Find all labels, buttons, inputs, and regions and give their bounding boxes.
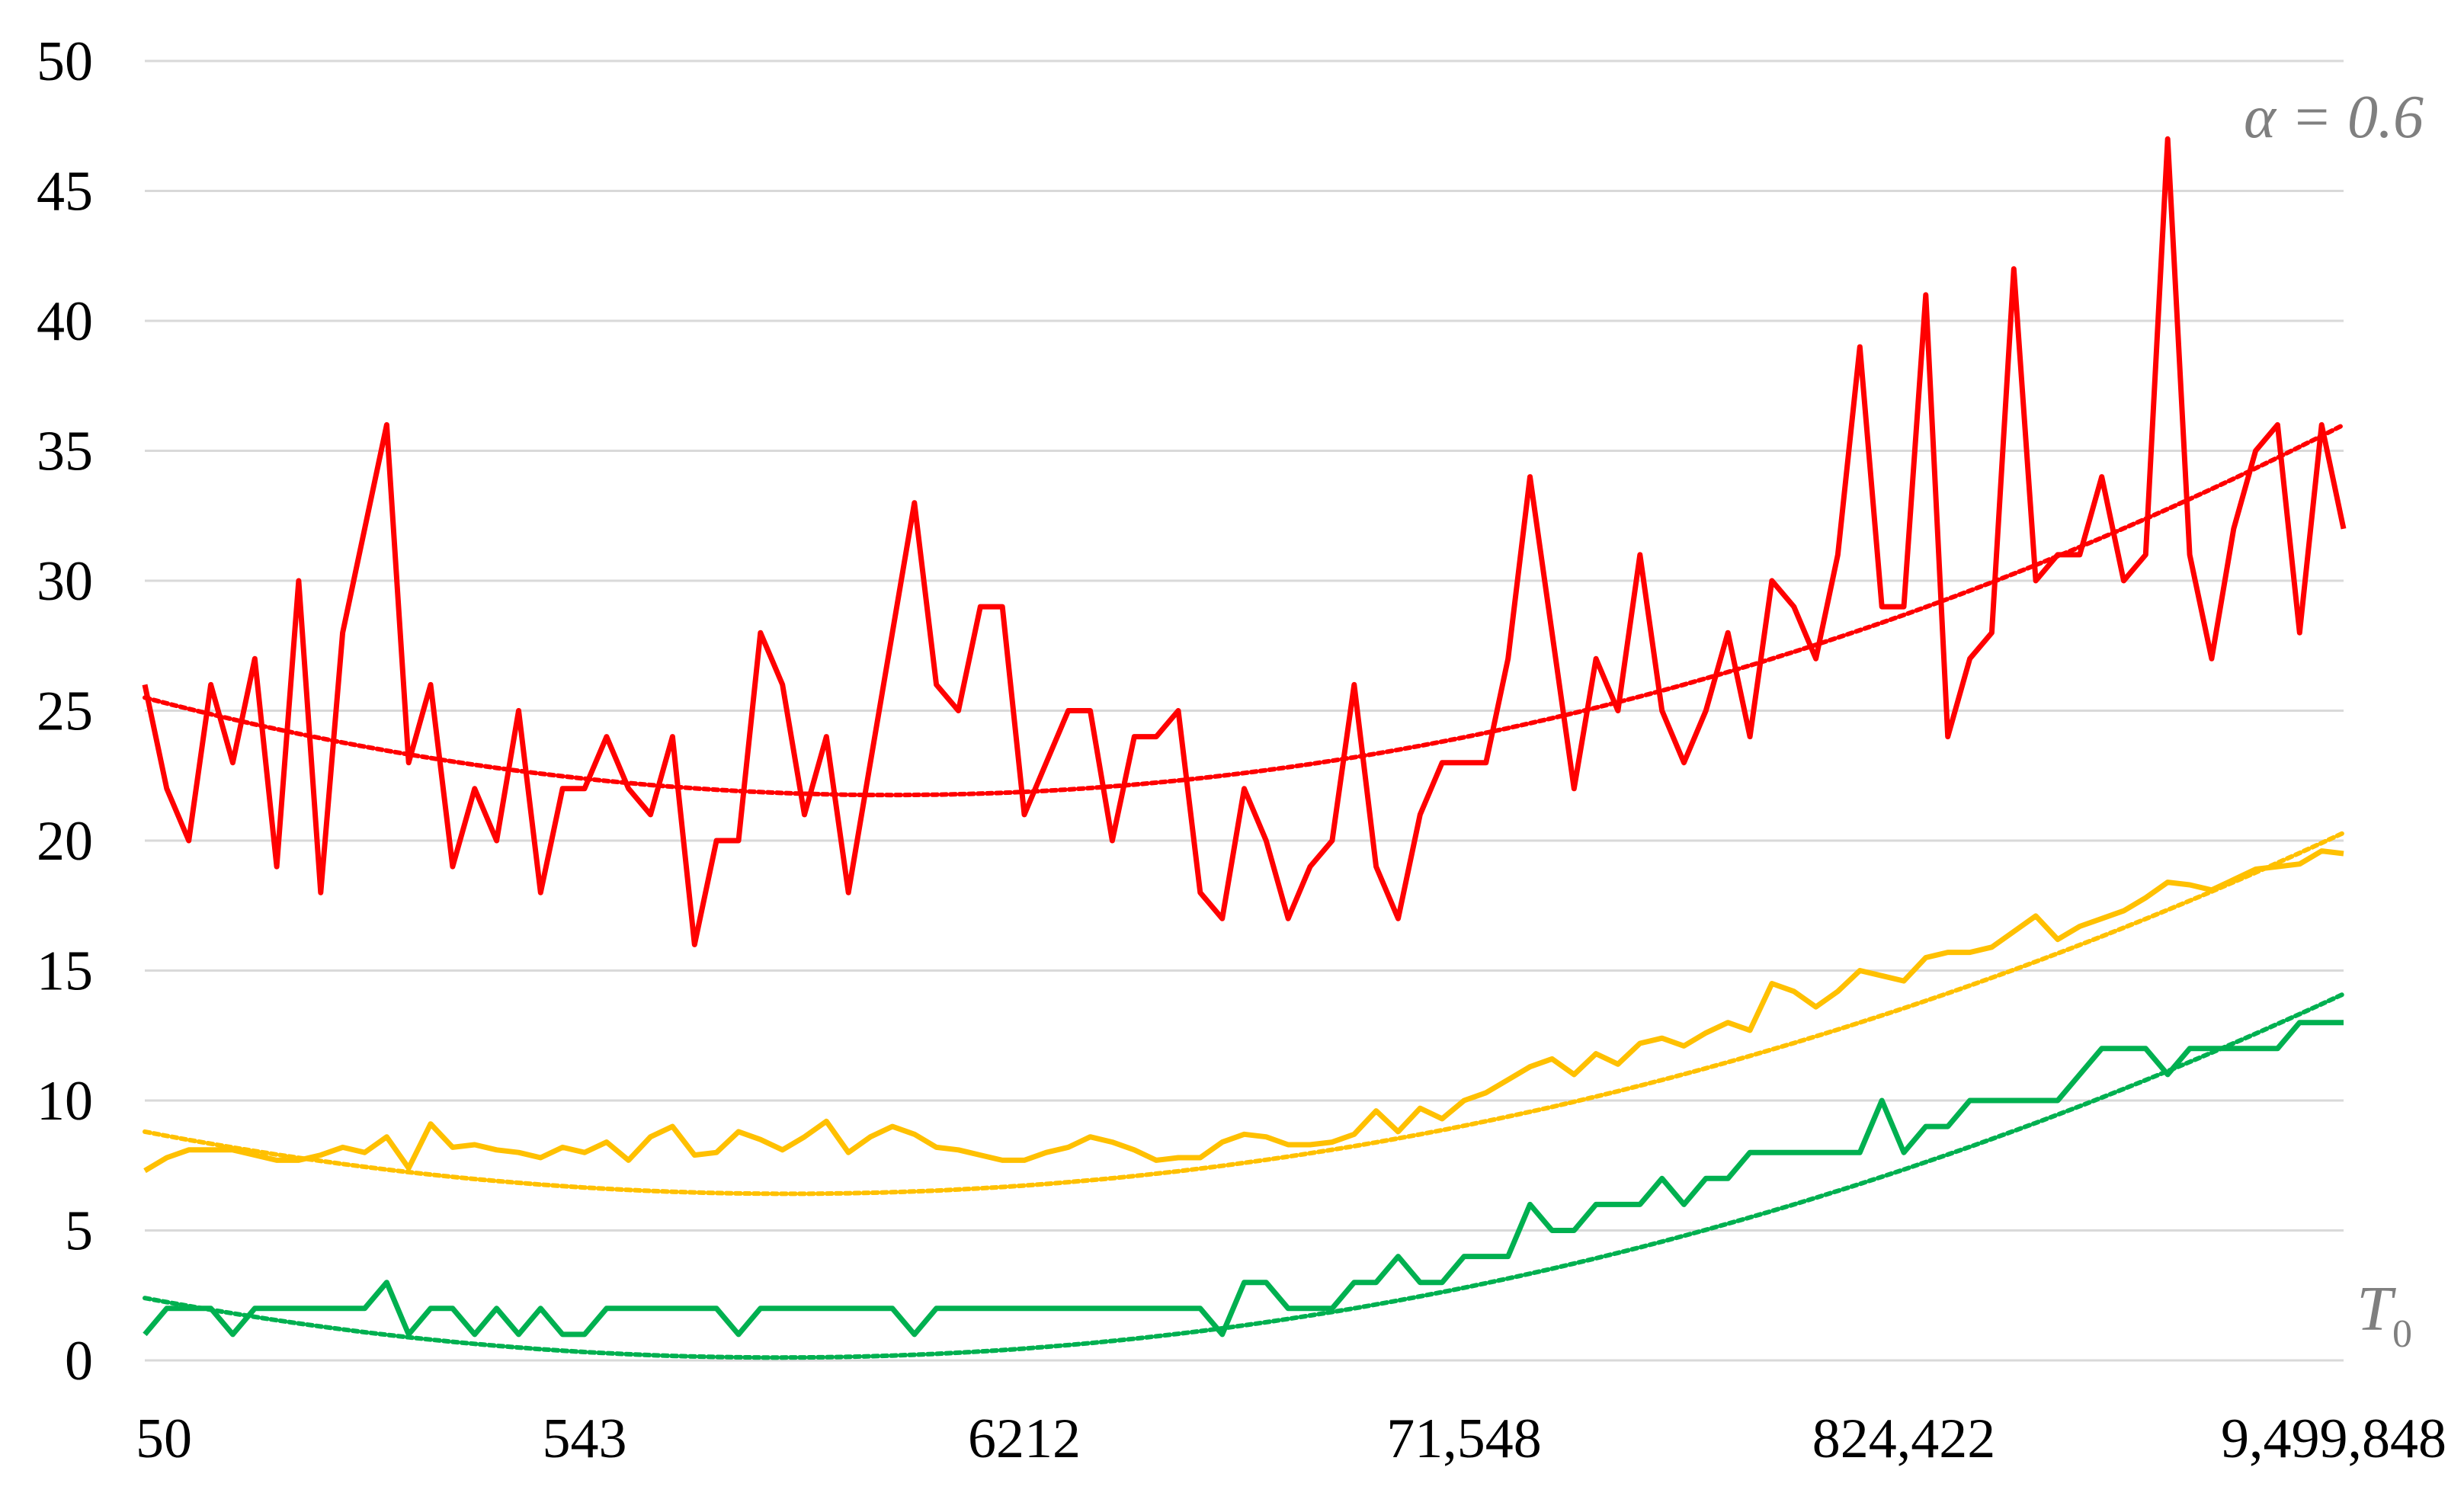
series-line-0 bbox=[142, 136, 2347, 947]
y-tick-label-5: 5 bbox=[65, 1200, 93, 1263]
gridlines bbox=[145, 59, 2344, 1362]
x-tick-label-3: 71,548 bbox=[1386, 1408, 1542, 1470]
y-tick-label-15: 15 bbox=[37, 940, 93, 1003]
x-axis-label-subscript: 0 bbox=[2392, 1312, 2412, 1356]
y-tick-label-40: 40 bbox=[37, 290, 93, 353]
y-tick-label-25: 25 bbox=[37, 681, 93, 743]
data-series bbox=[142, 136, 2347, 1338]
trend-line-2 bbox=[143, 992, 2346, 1360]
x-axis-label-main: T bbox=[2357, 1274, 2396, 1344]
y-tick-label-50: 50 bbox=[37, 30, 93, 93]
x-tick-label-1: 543 bbox=[543, 1408, 627, 1470]
x-tick-label-0: 50 bbox=[136, 1408, 192, 1470]
trend-line-0 bbox=[143, 422, 2346, 798]
y-tick-label-10: 10 bbox=[37, 1070, 93, 1133]
y-tick-label-45: 45 bbox=[37, 161, 93, 223]
x-tick-label-5: 9,499,848 bbox=[2221, 1408, 2446, 1470]
trend-lines bbox=[143, 422, 2346, 1360]
trend-line-1 bbox=[143, 830, 2346, 1197]
y-axis-tick-labels: 0 5 10 15 20 25 30 35 40 45 50 bbox=[37, 30, 93, 1392]
series-line-2 bbox=[143, 1020, 2344, 1338]
x-tick-label-4: 824,422 bbox=[1812, 1408, 1996, 1470]
alpha-annotation: α = 0.6 bbox=[2244, 84, 2424, 151]
y-tick-label-30: 30 bbox=[37, 550, 93, 613]
y-tick-label-20: 20 bbox=[37, 810, 93, 873]
x-tick-label-2: 6212 bbox=[968, 1408, 1081, 1470]
series-line-1 bbox=[143, 848, 2344, 1174]
x-axis-label: T0 bbox=[2357, 1274, 2412, 1356]
y-tick-label-35: 35 bbox=[37, 421, 93, 483]
x-axis-tick-labels: 50 543 6212 71,548 824,422 9,499,848 bbox=[136, 1408, 2446, 1470]
y-tick-label-0: 0 bbox=[65, 1330, 93, 1392]
